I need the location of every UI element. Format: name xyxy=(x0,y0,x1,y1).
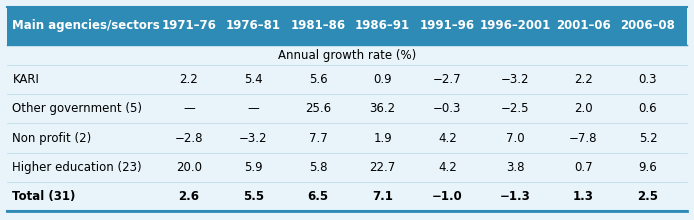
Text: 1996–2001: 1996–2001 xyxy=(480,19,551,32)
Text: 36.2: 36.2 xyxy=(370,102,396,115)
Text: 0.3: 0.3 xyxy=(638,73,657,86)
Text: 5.5: 5.5 xyxy=(243,190,264,203)
Text: Total (31): Total (31) xyxy=(12,190,76,203)
Text: 5.2: 5.2 xyxy=(638,132,657,145)
Text: 5.8: 5.8 xyxy=(309,161,328,174)
Text: −3.2: −3.2 xyxy=(239,132,268,145)
Text: −1.3: −1.3 xyxy=(500,190,531,203)
Text: 0.6: 0.6 xyxy=(638,102,657,115)
Text: 2.2: 2.2 xyxy=(180,73,198,86)
Text: 2.2: 2.2 xyxy=(574,73,593,86)
Text: 5.4: 5.4 xyxy=(244,73,263,86)
Text: 2.5: 2.5 xyxy=(638,190,659,203)
Text: 4.2: 4.2 xyxy=(438,161,457,174)
Text: —: — xyxy=(183,102,195,115)
FancyBboxPatch shape xyxy=(7,7,687,45)
Text: 0.7: 0.7 xyxy=(574,161,593,174)
Text: −1.0: −1.0 xyxy=(432,190,463,203)
Text: 7.1: 7.1 xyxy=(372,190,393,203)
Text: 7.0: 7.0 xyxy=(506,132,525,145)
Text: Main agencies/sectors: Main agencies/sectors xyxy=(12,19,160,32)
Text: −7.8: −7.8 xyxy=(569,132,598,145)
Text: 7.7: 7.7 xyxy=(309,132,328,145)
Text: 9.6: 9.6 xyxy=(638,161,657,174)
Text: 1986–91: 1986–91 xyxy=(355,19,410,32)
Text: Other government (5): Other government (5) xyxy=(12,102,142,115)
Text: 2.0: 2.0 xyxy=(574,102,593,115)
Text: −2.5: −2.5 xyxy=(501,102,530,115)
Text: Higher education (23): Higher education (23) xyxy=(12,161,142,174)
Text: Non profit (2): Non profit (2) xyxy=(12,132,92,145)
Text: —: — xyxy=(248,102,260,115)
Text: 5.9: 5.9 xyxy=(244,161,263,174)
Text: −3.2: −3.2 xyxy=(501,73,530,86)
Text: 1971–76: 1971–76 xyxy=(162,19,217,32)
Text: 3.8: 3.8 xyxy=(506,161,525,174)
Text: 2.6: 2.6 xyxy=(178,190,199,203)
Text: 1976–81: 1976–81 xyxy=(226,19,281,32)
Text: 5.6: 5.6 xyxy=(309,73,328,86)
Text: 25.6: 25.6 xyxy=(305,102,331,115)
Text: 2001–06: 2001–06 xyxy=(556,19,611,32)
Text: 4.2: 4.2 xyxy=(438,132,457,145)
Text: 1.9: 1.9 xyxy=(373,132,392,145)
Text: 1981–86: 1981–86 xyxy=(291,19,346,32)
Text: −0.3: −0.3 xyxy=(433,102,462,115)
Text: 1991–96: 1991–96 xyxy=(420,19,475,32)
Text: Annual growth rate (%): Annual growth rate (%) xyxy=(278,48,416,62)
Text: −2.7: −2.7 xyxy=(433,73,462,86)
Text: −2.8: −2.8 xyxy=(175,132,203,145)
Text: 22.7: 22.7 xyxy=(370,161,396,174)
Text: KARI: KARI xyxy=(12,73,40,86)
Text: 1.3: 1.3 xyxy=(573,190,594,203)
Text: 20.0: 20.0 xyxy=(176,161,202,174)
Text: 0.9: 0.9 xyxy=(373,73,392,86)
Text: 6.5: 6.5 xyxy=(307,190,329,203)
Text: 2006–08: 2006–08 xyxy=(620,19,675,32)
